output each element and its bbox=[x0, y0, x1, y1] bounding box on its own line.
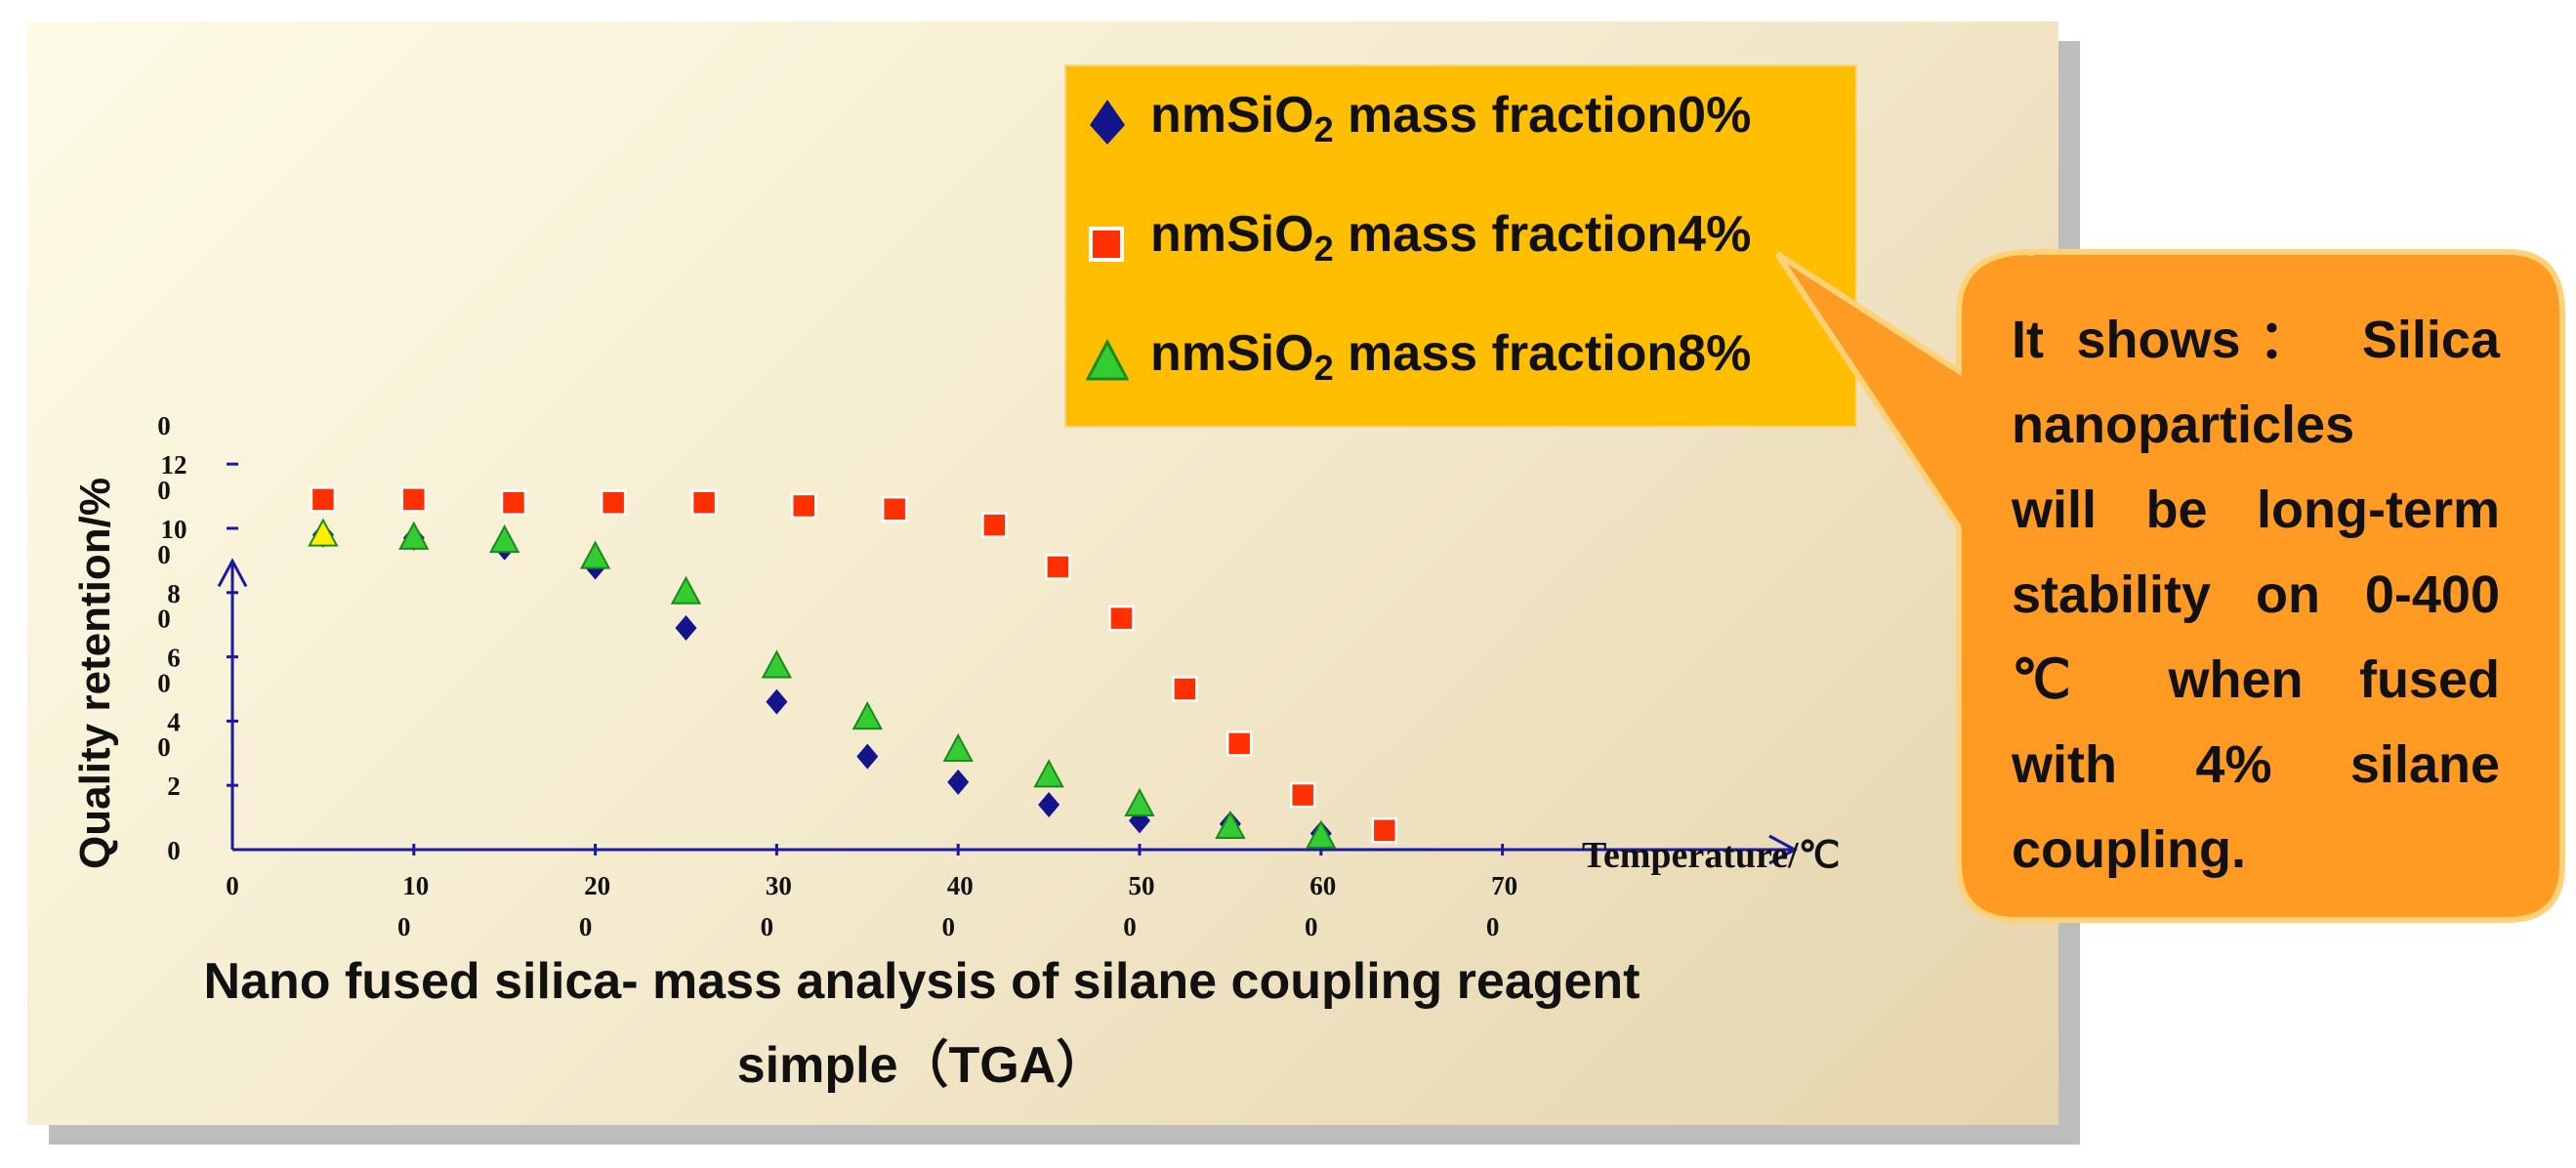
series8-point bbox=[942, 732, 974, 763]
y-tick-label: 8 bbox=[167, 579, 181, 608]
x-tick-label: 0 bbox=[1305, 912, 1318, 941]
series4-point bbox=[1226, 730, 1253, 757]
series4-point bbox=[1045, 554, 1071, 580]
legend-label: nmSiO2 mass fraction8% bbox=[1150, 325, 1752, 388]
x-tick-label: 40 bbox=[947, 871, 974, 900]
x-axis-arrow bbox=[1768, 834, 1799, 865]
series4-point bbox=[310, 486, 337, 513]
series4-point bbox=[500, 489, 527, 516]
y-axis-label: Quality retention/% bbox=[71, 478, 119, 869]
series8-point bbox=[1033, 759, 1064, 788]
x-tick-label: 20 bbox=[584, 871, 610, 900]
series4-point bbox=[600, 489, 627, 516]
callout-line: ℃ when fused bbox=[2012, 650, 2500, 709]
x-tick-label: 10 bbox=[402, 871, 429, 900]
series8-point bbox=[1306, 819, 1337, 849]
chart-title-line2: simple（TGA） bbox=[737, 1037, 1107, 1094]
y-tick-label: 0 bbox=[157, 668, 171, 697]
square-marker-icon bbox=[1089, 227, 1124, 262]
x-tick-label: 0 bbox=[941, 912, 955, 941]
x-tick-label: 50 bbox=[1129, 871, 1155, 900]
triangle-marker-icon bbox=[1086, 338, 1129, 381]
x-axis-label: Temperature/℃ bbox=[1582, 835, 1840, 876]
series8-point bbox=[761, 649, 793, 679]
y-tick-label: 0 bbox=[157, 732, 171, 762]
x-tick-label: 0 bbox=[579, 912, 593, 941]
y-tick-label: 12 bbox=[161, 450, 187, 480]
series0-point bbox=[856, 743, 879, 770]
y-tick-label: 10 bbox=[161, 515, 187, 544]
series4-point bbox=[981, 512, 1008, 538]
legend-entry-4pct: nmSiO2 mass fraction4% bbox=[1066, 205, 1859, 293]
series4-point bbox=[400, 486, 428, 513]
series8-point bbox=[1215, 810, 1246, 839]
y-tick-label: 4 bbox=[167, 707, 181, 736]
y-axis-arrow bbox=[217, 558, 248, 588]
callout-line: coupling. bbox=[2012, 820, 2246, 879]
y-tick-label: 0 bbox=[157, 476, 171, 505]
series4-point bbox=[1371, 817, 1398, 844]
x-tick-label: 70 bbox=[1491, 871, 1517, 900]
series4-point bbox=[881, 496, 908, 522]
callout-text: It shows： Silica nanoparticles will be l… bbox=[2012, 298, 2500, 893]
x-tick-label: 30 bbox=[766, 871, 792, 900]
series0-point bbox=[1038, 791, 1060, 817]
x-tick-label: 0 bbox=[397, 912, 411, 941]
legend-label: nmSiO2 mass fraction4% bbox=[1150, 206, 1752, 269]
series4-point bbox=[1289, 781, 1316, 809]
callout-line: nanoparticles bbox=[2012, 396, 2355, 454]
series8-point bbox=[1124, 787, 1155, 816]
x-tick-label: 0 bbox=[1486, 912, 1500, 941]
y-tick-label: 2 bbox=[167, 772, 181, 801]
series8-point bbox=[579, 540, 611, 569]
series4-point bbox=[791, 492, 817, 520]
series8-point bbox=[308, 518, 339, 547]
y-tick-label: 6 bbox=[167, 644, 181, 673]
x-tick-label: 0 bbox=[1123, 912, 1137, 941]
callout-line: will be long-term bbox=[2012, 480, 2500, 539]
chart-marks bbox=[308, 486, 1398, 849]
series0-point bbox=[947, 769, 970, 795]
series8-point bbox=[852, 701, 883, 730]
series0-point bbox=[766, 688, 788, 715]
legend-entry-0pct: nmSiO2 mass fraction0% bbox=[1066, 86, 1859, 174]
legend-label: nmSiO2 mass fraction0% bbox=[1150, 87, 1752, 149]
callout-shape bbox=[1774, 248, 2565, 923]
legend-entry-8pct: nmSiO2 mass fraction8% bbox=[1066, 324, 1859, 412]
callout-line: with 4% silane bbox=[2012, 735, 2500, 794]
chart-axes bbox=[217, 462, 1799, 865]
series4-point bbox=[1108, 605, 1135, 632]
series4-point bbox=[690, 489, 718, 516]
x-tick-label: 0 bbox=[226, 871, 239, 900]
y-tick-label: 0 bbox=[157, 411, 171, 440]
chart-title-line1: Nano fused silica- mass analysis of sila… bbox=[204, 953, 1641, 1010]
y-tick-label: 0 bbox=[157, 540, 171, 569]
series0-point bbox=[675, 614, 697, 641]
series8-point bbox=[670, 575, 702, 605]
y-tick-label: 0 bbox=[167, 836, 181, 865]
legend: nmSiO2 mass fraction0% nmSiO2 mass fract… bbox=[1064, 64, 1857, 428]
x-tick-label: 60 bbox=[1309, 871, 1336, 900]
series4-point bbox=[1172, 676, 1198, 702]
callout-line: It shows： Silica bbox=[2012, 311, 2500, 369]
x-tick-label: 0 bbox=[761, 912, 774, 941]
series8-point bbox=[398, 521, 430, 550]
series8-point bbox=[489, 524, 520, 554]
callout-line: stability on 0-400 bbox=[2012, 565, 2500, 624]
diamond-marker-icon bbox=[1090, 100, 1125, 145]
y-tick-label: 0 bbox=[157, 605, 171, 634]
